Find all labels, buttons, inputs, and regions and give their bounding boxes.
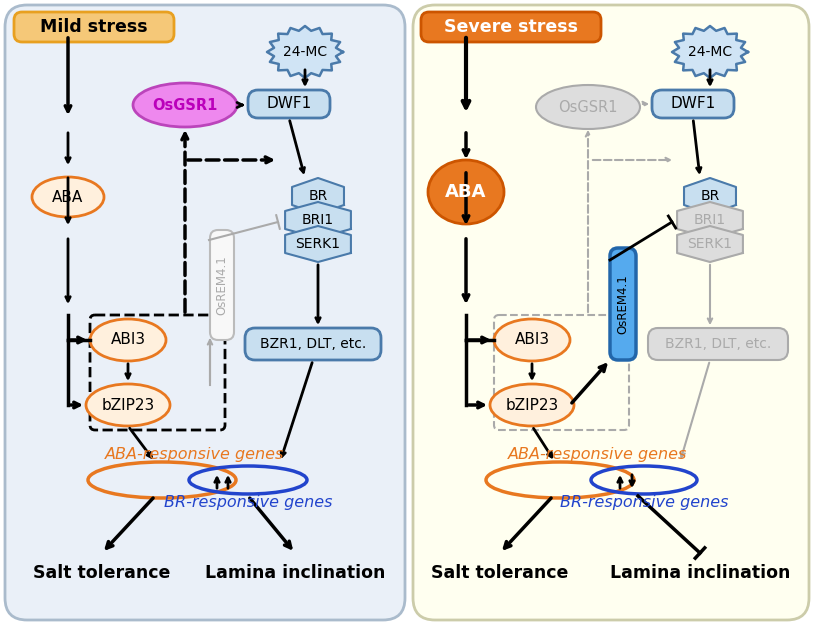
Text: BR-responsive genes: BR-responsive genes [560, 495, 729, 510]
FancyBboxPatch shape [248, 90, 330, 118]
Text: ABA-responsive genes: ABA-responsive genes [105, 448, 285, 463]
Text: bZIP23: bZIP23 [102, 398, 155, 413]
Text: ABA: ABA [52, 189, 84, 204]
Text: DWF1: DWF1 [671, 97, 716, 112]
Text: BZR1, DLT, etc.: BZR1, DLT, etc. [665, 337, 771, 351]
Text: bZIP23: bZIP23 [505, 398, 558, 413]
Polygon shape [677, 202, 743, 238]
Text: Mild stress: Mild stress [40, 18, 148, 36]
Text: ABA: ABA [445, 183, 487, 201]
Text: Lamina inclination: Lamina inclination [610, 564, 790, 582]
FancyBboxPatch shape [245, 328, 381, 360]
Text: Salt tolerance: Salt tolerance [431, 564, 569, 582]
Text: BR-responsive genes: BR-responsive genes [164, 495, 332, 510]
Text: BR: BR [700, 189, 720, 203]
Text: SERK1: SERK1 [295, 237, 340, 251]
FancyBboxPatch shape [5, 5, 405, 620]
Text: 24-MC: 24-MC [283, 45, 327, 59]
Ellipse shape [86, 384, 170, 426]
Text: BR: BR [309, 189, 327, 203]
Ellipse shape [133, 83, 237, 127]
FancyBboxPatch shape [210, 230, 234, 340]
Text: Salt tolerance: Salt tolerance [33, 564, 171, 582]
Text: BZR1, DLT, etc.: BZR1, DLT, etc. [260, 337, 366, 351]
Text: BRI1: BRI1 [302, 213, 334, 227]
Ellipse shape [494, 319, 570, 361]
FancyBboxPatch shape [652, 90, 734, 118]
FancyBboxPatch shape [421, 12, 601, 42]
Polygon shape [292, 178, 344, 214]
Polygon shape [672, 26, 748, 78]
Polygon shape [677, 226, 743, 262]
Ellipse shape [428, 160, 504, 224]
FancyBboxPatch shape [648, 328, 788, 360]
FancyBboxPatch shape [413, 5, 809, 620]
Polygon shape [285, 226, 351, 262]
FancyBboxPatch shape [14, 12, 174, 42]
Text: OsGSR1: OsGSR1 [558, 100, 618, 115]
Ellipse shape [90, 319, 166, 361]
Text: OsREM4.1: OsREM4.1 [216, 255, 229, 315]
Text: ABI3: ABI3 [111, 332, 146, 347]
Text: SERK1: SERK1 [688, 237, 733, 251]
Text: Lamina inclination: Lamina inclination [205, 564, 385, 582]
Text: ABA-responsive genes: ABA-responsive genes [508, 448, 688, 463]
Text: DWF1: DWF1 [266, 97, 312, 112]
Ellipse shape [32, 177, 104, 217]
FancyBboxPatch shape [610, 248, 636, 360]
Text: BRI1: BRI1 [694, 213, 726, 227]
Polygon shape [684, 178, 736, 214]
Text: OsREM4.1: OsREM4.1 [616, 274, 629, 334]
Text: Severe stress: Severe stress [444, 18, 578, 36]
Polygon shape [267, 26, 343, 78]
Text: OsGSR1: OsGSR1 [152, 98, 217, 112]
Ellipse shape [490, 384, 574, 426]
Text: ABI3: ABI3 [514, 332, 549, 347]
Text: 24-MC: 24-MC [688, 45, 732, 59]
Polygon shape [285, 202, 351, 238]
Ellipse shape [536, 85, 640, 129]
